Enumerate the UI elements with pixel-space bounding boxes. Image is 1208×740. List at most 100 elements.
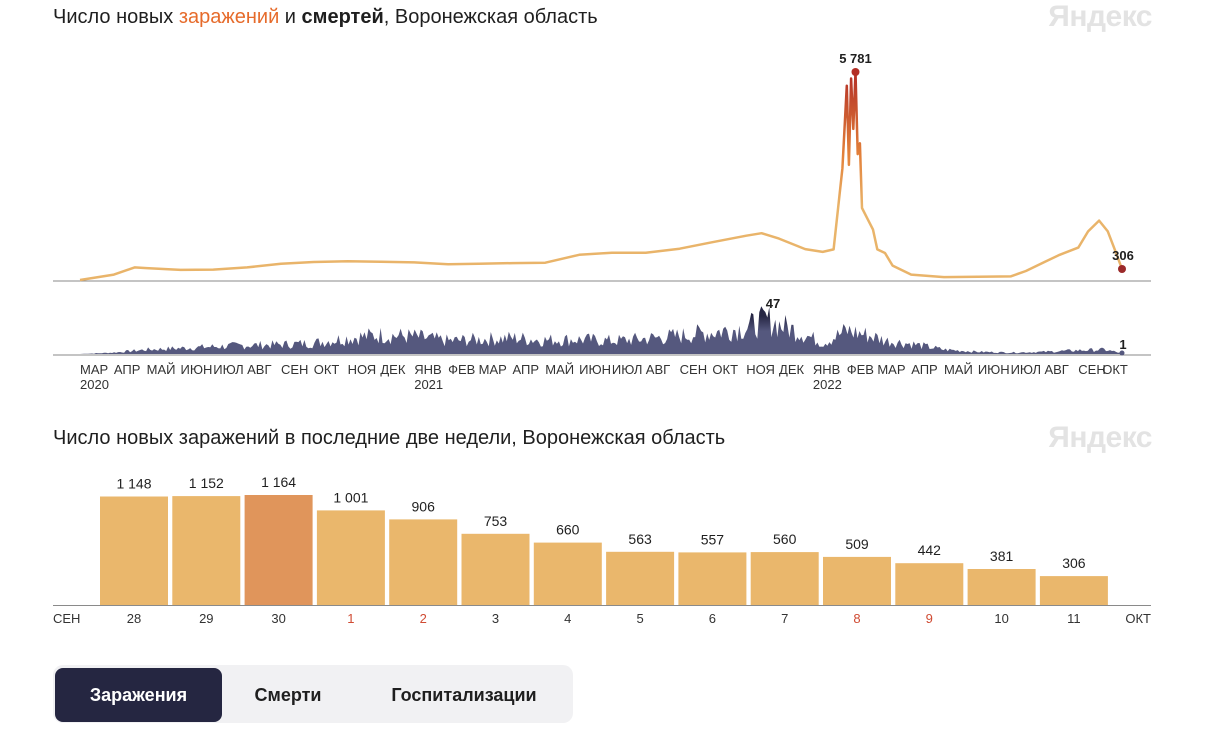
day-tick-label: 7 [781,611,788,626]
month-tick-label: ОКТ [314,362,340,377]
month-tick-label: ДЕК [380,362,405,377]
bar-value-label: 1 152 [189,475,224,491]
title-deaths-word: смертей [301,6,384,28]
bar [1039,576,1108,605]
cases-peak-dot [851,68,860,76]
metric-tabs: Заражения Смерти Госпитализации [53,665,573,723]
end-month-label: ОКТ [1125,611,1151,626]
deaths-last-dot [1119,350,1125,356]
month-tick-label: ИЮН [579,362,611,377]
bar-value-label: 509 [845,536,869,552]
month-tick-label: МАР [80,362,108,377]
day-tick-label: 29 [199,611,213,626]
cases-peak-label: 5 781 [839,51,872,66]
month-tick-label: НОЯ [348,362,377,377]
bar-value-label: 1 148 [116,476,151,492]
tab-infections[interactable]: Заражения [55,668,222,722]
month-tick-label: АВГ [1044,362,1068,377]
day-tick-label: 5 [636,611,643,626]
deaths-area [80,306,1122,354]
deaths-peak-label: 47 [766,296,780,311]
bar [316,510,385,605]
month-tick-label: АПР [513,362,540,377]
bar-value-label: 1 001 [333,489,368,505]
bar-value-label: 1 164 [261,474,296,490]
month-tick-label: ФЕВ [847,362,874,377]
cases-last-label: 306 [1112,248,1134,263]
bar [750,552,819,605]
bar-value-label: 660 [556,522,580,538]
day-tick-label: 3 [492,611,499,626]
bar [967,569,1036,605]
two-weeks-bar-chart: 1 148 28 1 152 29 1 164 30 1 001 1 906 2 753 3 660 4 5… [53,474,1151,626]
bar [895,563,964,605]
month-tick-label: ИЮЛ [1011,362,1041,377]
month-tick-label: СЕН [680,362,707,377]
month-tick-label: ИЮЛ [612,362,642,377]
month-tick-label: АПР [114,362,141,377]
bar-value-label: 560 [773,531,797,547]
month-tick-label: МАЙ [944,362,973,377]
month-tick-label: ЯНВ [414,362,441,377]
start-month-label: СЕН [53,611,80,626]
title-mid: и [279,6,302,28]
month-tick-label: МАР [479,362,507,377]
month-tick-label: СЕН [1078,362,1105,377]
bar-value-label: 442 [918,542,942,558]
title-infections-word: заражений [178,6,280,28]
bar [606,551,675,605]
year-tick-label: 2021 [414,377,443,392]
bar [533,542,602,605]
yandex-watermark-logo: Яндекс [1048,0,1152,33]
month-tick-label: ИЮН [978,362,1010,377]
month-tick-label: ЯНВ [813,362,840,377]
year-tick-label: 2022 [813,377,842,392]
bar [172,496,241,605]
month-tick-label: НОЯ [746,362,775,377]
day-tick-label: 1 [347,611,354,626]
tab-hospitalizations[interactable]: Госпитализации [391,685,537,705]
cases-deaths-chart-title: Число новых заражений и смертей, Воронеж… [53,5,598,29]
title-lead: Число новых [53,6,179,28]
cases-line [79,70,1124,282]
month-tick-label: АПР [911,362,938,377]
bar [100,496,168,605]
month-tick-label: МАЙ [147,362,176,377]
day-tick-label: 11 [1067,611,1081,626]
day-tick-label: 2 [420,611,427,626]
bar [244,495,313,605]
year-tick-label: 2020 [80,377,109,392]
month-tick-label: ОКТ [1102,362,1128,377]
month-tick-label: МАЙ [545,362,574,377]
bar-value-label: 306 [1062,555,1086,571]
day-tick-label: 9 [926,611,933,626]
bar [461,533,530,605]
month-tick-label: АВГ [247,362,271,377]
month-tick-label: ДЕК [779,362,804,377]
month-tick-label: АВГ [646,362,670,377]
month-tick-label: МАР [877,362,905,377]
day-tick-label: 28 [127,611,141,626]
bar [823,556,891,605]
month-tick-label: ОКТ [712,362,738,377]
month-tick-label: ИЮЛ [213,362,243,377]
day-tick-label: 6 [709,611,716,626]
two-weeks-chart-title: Число новых заражений в последние две не… [53,427,726,449]
bar-value-label: 381 [990,548,1014,564]
month-tick-label: ИЮН [180,362,212,377]
yandex-watermark-logo: Яндекс [1048,421,1152,454]
bar-value-label: 557 [701,531,725,547]
bar-value-label: 563 [628,531,652,547]
bar [389,519,458,605]
bar-value-label: 753 [484,513,508,529]
cases-last-dot [1118,265,1126,273]
day-tick-label: 4 [564,611,571,626]
bar-value-label: 906 [412,498,436,514]
month-tick-label: ФЕВ [448,362,475,377]
month-tick-label: СЕН [281,362,308,377]
bar [678,552,747,605]
day-tick-label: 10 [994,611,1008,626]
day-tick-label: 30 [271,611,285,626]
tab-deaths[interactable]: Смерти [254,685,322,705]
